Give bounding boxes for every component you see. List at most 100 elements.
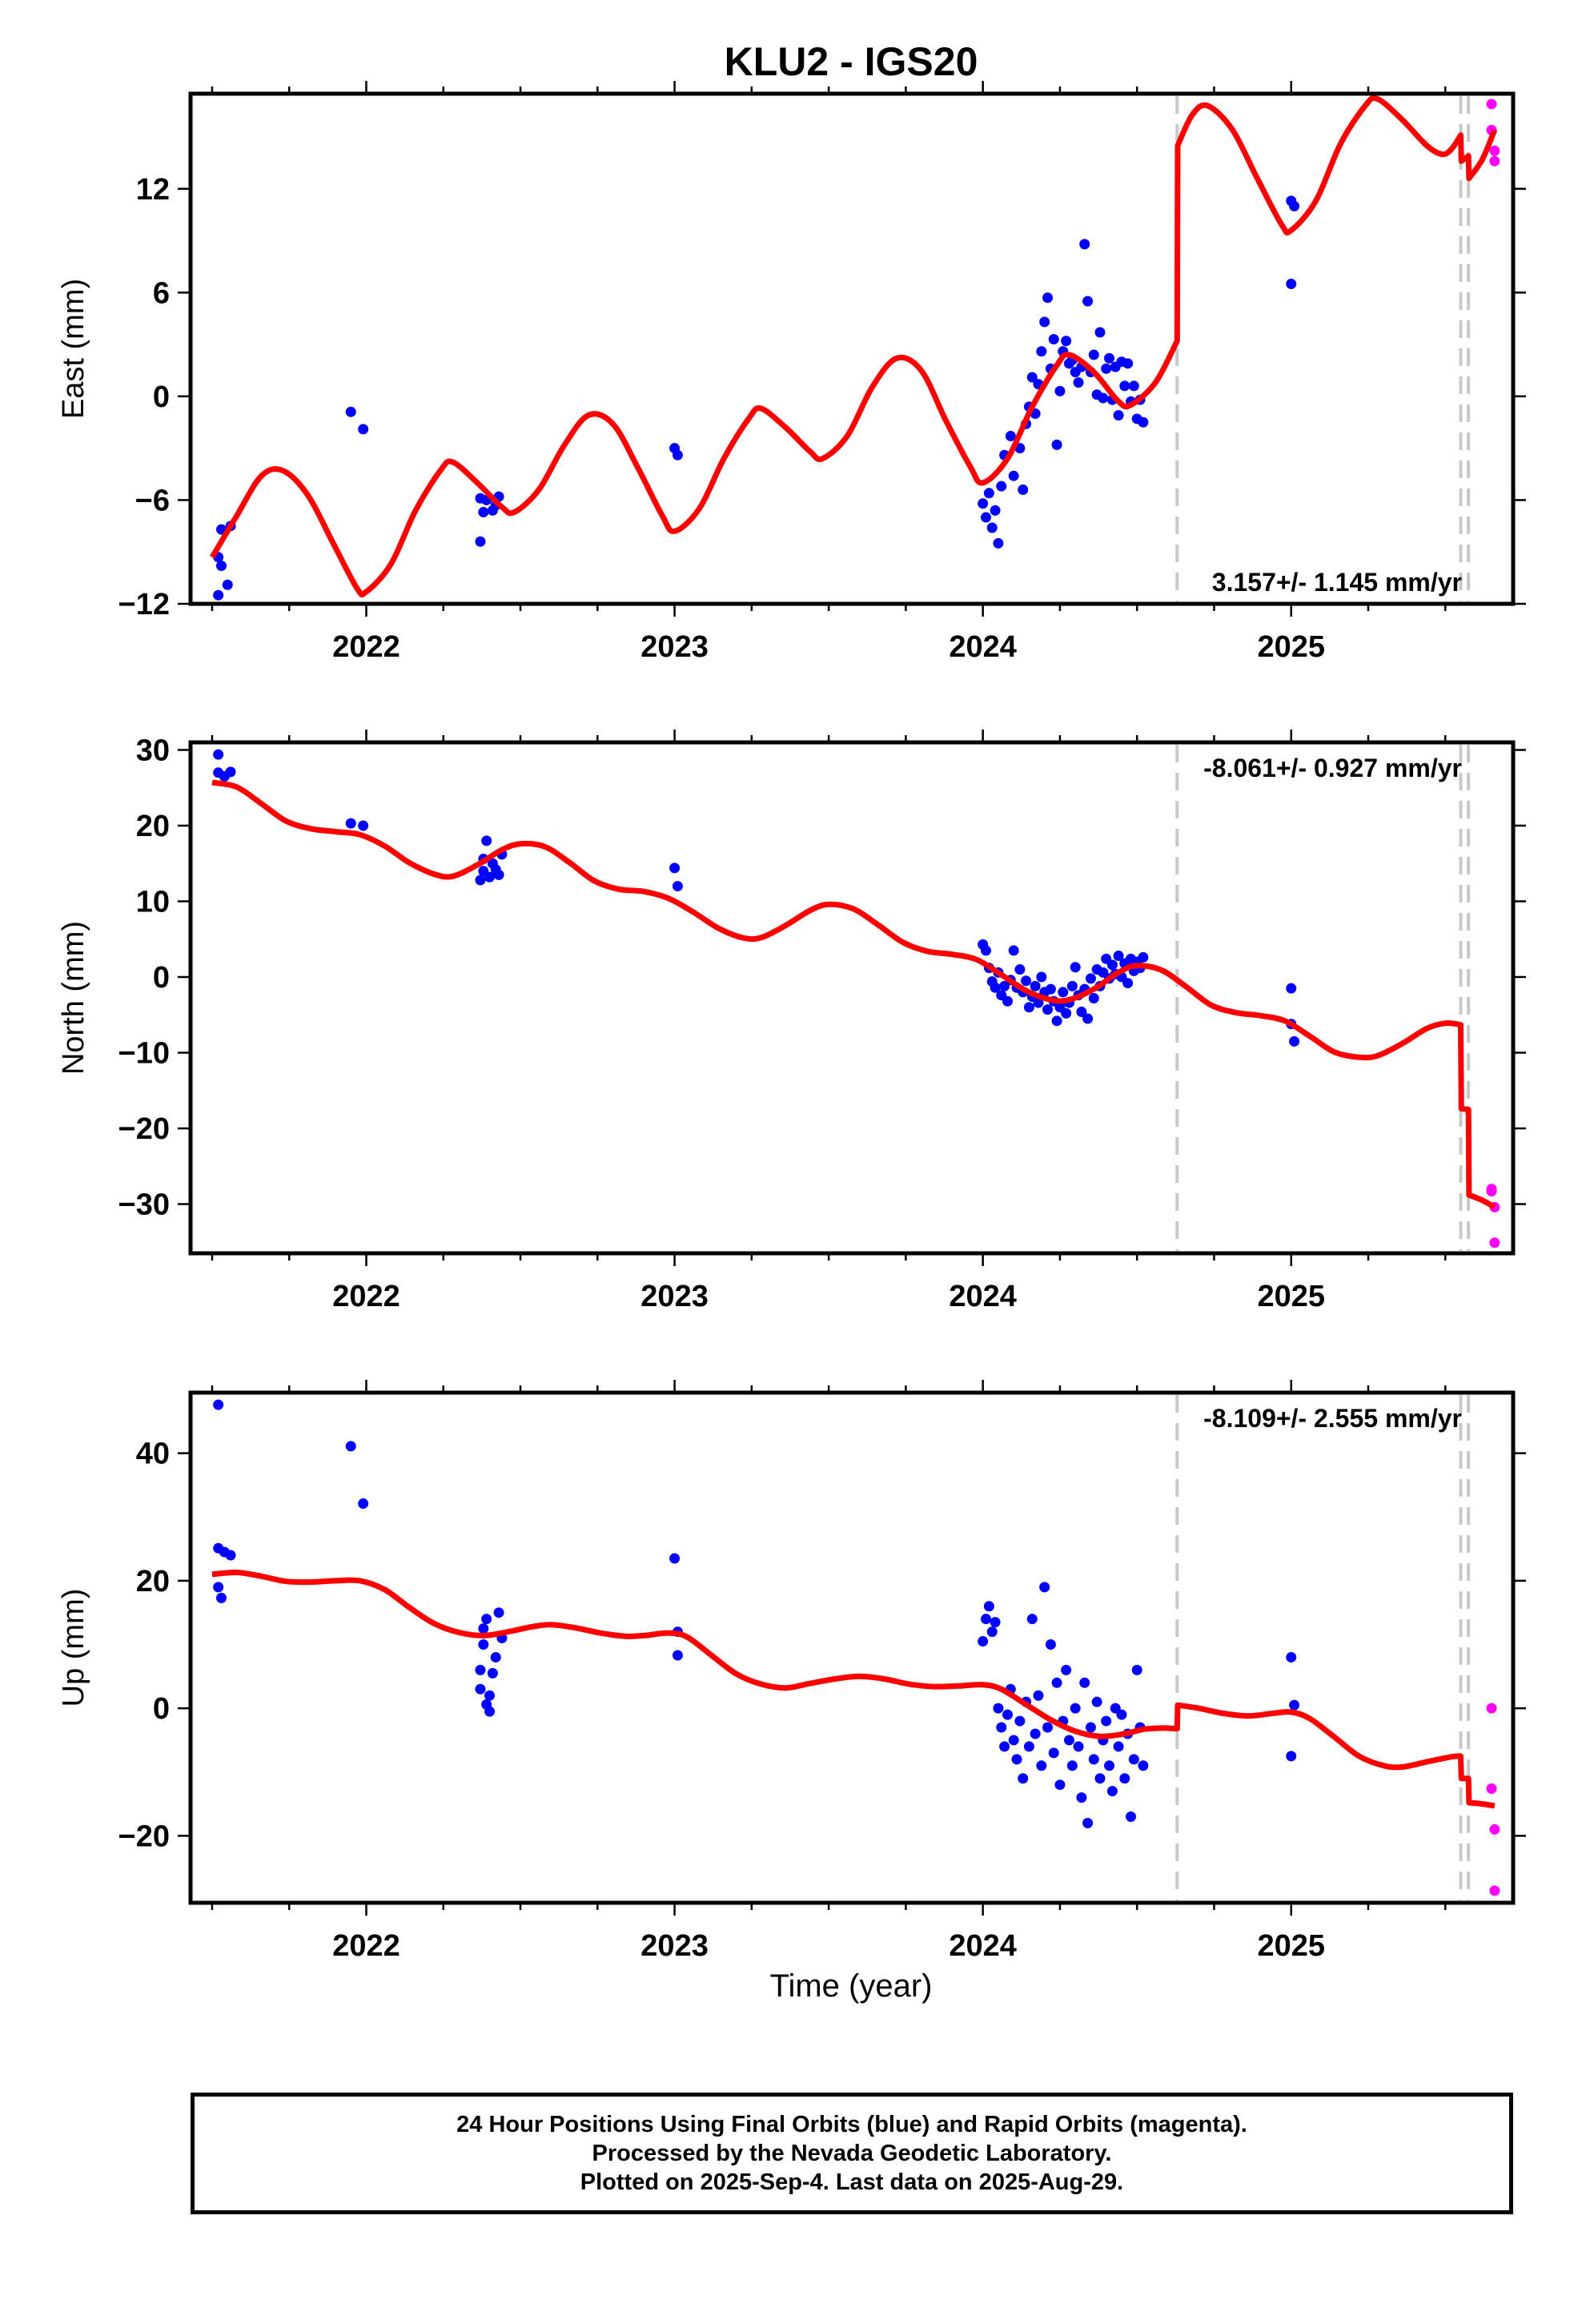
final-orbit-point (1088, 1754, 1099, 1765)
final-orbit-point (358, 424, 369, 435)
final-orbit-point (475, 536, 486, 547)
final-orbit-point (1079, 1677, 1090, 1688)
y-tick-label: −10 (118, 1037, 170, 1071)
final-orbit-point (1138, 1760, 1149, 1771)
rapid-orbit-point (1489, 1885, 1500, 1896)
final-orbit-point (986, 1626, 998, 1638)
y-tick-label: 0 (153, 380, 170, 414)
final-orbit-point (213, 589, 224, 601)
final-orbit-point (981, 1614, 992, 1625)
y-tick-label: 12 (136, 173, 170, 207)
final-orbit-point (1023, 1741, 1034, 1752)
final-orbit-point (345, 406, 356, 417)
panel-frame (188, 91, 1516, 606)
y-axis-label: North (mm) (57, 921, 90, 1075)
final-orbit-point (1054, 1779, 1066, 1791)
final-orbit-point (1082, 1013, 1094, 1024)
panel-frame (188, 1390, 1516, 1905)
final-orbit-point (1014, 1715, 1026, 1727)
final-orbit-point (1286, 983, 1297, 994)
final-orbit-point (1058, 987, 1069, 998)
final-orbit-point (213, 1399, 224, 1410)
final-orbit-point (1048, 334, 1059, 345)
final-orbit-point (222, 579, 233, 590)
y-tick-label: −20 (118, 1819, 170, 1853)
final-orbit-point (1061, 1664, 1072, 1675)
final-orbit-point (1042, 292, 1054, 304)
rapid-orbit-point (1486, 1703, 1497, 1714)
caption-line-2: Processed by the Nevada Geodetic Laborat… (592, 2141, 1112, 2166)
x-tick-label: 2025 (1257, 1280, 1325, 1313)
final-orbit-point (981, 945, 992, 956)
final-orbit-point (1036, 1760, 1047, 1771)
final-orbit-point (1076, 1006, 1087, 1017)
final-orbit-point (1018, 1773, 1029, 1784)
final-orbit-point (1042, 1004, 1054, 1015)
final-orbit-point (1094, 327, 1106, 338)
final-orbit-point (1033, 1690, 1044, 1701)
final-orbit-point (1054, 385, 1066, 396)
final-orbit-point (481, 835, 492, 846)
final-orbit-point (1289, 1699, 1300, 1711)
final-orbit-point (990, 505, 1001, 516)
final-orbit-point (475, 493, 486, 504)
final-orbit-point (1018, 484, 1029, 495)
final-orbit-point (1066, 980, 1078, 991)
final-orbit-point (1073, 377, 1084, 388)
final-orbit-point (1119, 380, 1130, 392)
final-orbit-point (358, 820, 369, 831)
final-orbit-point (475, 1683, 486, 1695)
final-orbit-point (213, 749, 224, 760)
final-orbit-point (1051, 1015, 1062, 1027)
rate-annotation: -8.109+/- 2.555 mm/yr (1203, 1404, 1462, 1433)
final-orbit-point (1045, 1639, 1056, 1651)
final-orbit-point (493, 1607, 504, 1618)
final-orbit-point (484, 1690, 496, 1701)
final-orbit-point (978, 1636, 989, 1647)
final-orbit-point (990, 982, 1001, 993)
final-orbit-point (478, 507, 489, 518)
final-orbit-point (983, 1601, 994, 1612)
final-orbit-point (345, 818, 356, 829)
final-orbit-point (493, 869, 504, 880)
x-tick-label: 2023 (640, 630, 709, 664)
final-orbit-point (478, 1639, 489, 1651)
final-orbit-point (1079, 239, 1090, 250)
final-orbit-point (1085, 973, 1096, 984)
final-orbit-point (1066, 1760, 1078, 1771)
final-orbit-point (1005, 431, 1016, 442)
final-orbit-point (1116, 1709, 1127, 1720)
rapid-orbit-point (1489, 1823, 1500, 1835)
final-orbit-point (475, 875, 486, 886)
x-tick-label: 2024 (949, 630, 1017, 664)
final-orbit-point (1042, 1722, 1054, 1733)
model-fit-curve (211, 779, 1496, 1210)
final-orbit-point (1104, 352, 1115, 364)
final-orbit-point (990, 1617, 1001, 1628)
final-orbit-point (1094, 1773, 1106, 1784)
x-tick-label: 2023 (640, 1280, 709, 1313)
final-orbit-point (1073, 1741, 1084, 1752)
final-orbit-point (478, 1623, 489, 1634)
final-orbit-point (225, 1550, 236, 1561)
y-tick-label: 0 (153, 1692, 170, 1726)
final-orbit-point (1082, 1817, 1094, 1828)
final-orbit-point (669, 862, 681, 874)
rapid-orbit-point (1486, 1184, 1497, 1195)
caption-line-3: Plotted on 2025-Sep-4. Last data on 2025… (580, 2169, 1124, 2195)
final-orbit-point (1138, 951, 1149, 963)
final-orbit-point (213, 1582, 224, 1593)
final-orbit-point (1048, 1747, 1059, 1759)
y-tick-label: −6 (135, 484, 170, 517)
rapid-orbit-point (1489, 1237, 1500, 1248)
y-tick-label: 30 (136, 734, 170, 767)
final-orbit-point (345, 1441, 356, 1452)
final-orbit-point (1051, 439, 1062, 450)
final-orbit-point (1113, 410, 1124, 421)
final-orbit-point (1014, 964, 1026, 975)
final-orbit-point (983, 488, 994, 499)
final-orbit-point (1289, 200, 1300, 211)
x-tick-label: 2025 (1257, 1929, 1325, 1963)
final-orbit-point (1113, 1741, 1124, 1752)
final-orbit-point (1098, 392, 1109, 404)
